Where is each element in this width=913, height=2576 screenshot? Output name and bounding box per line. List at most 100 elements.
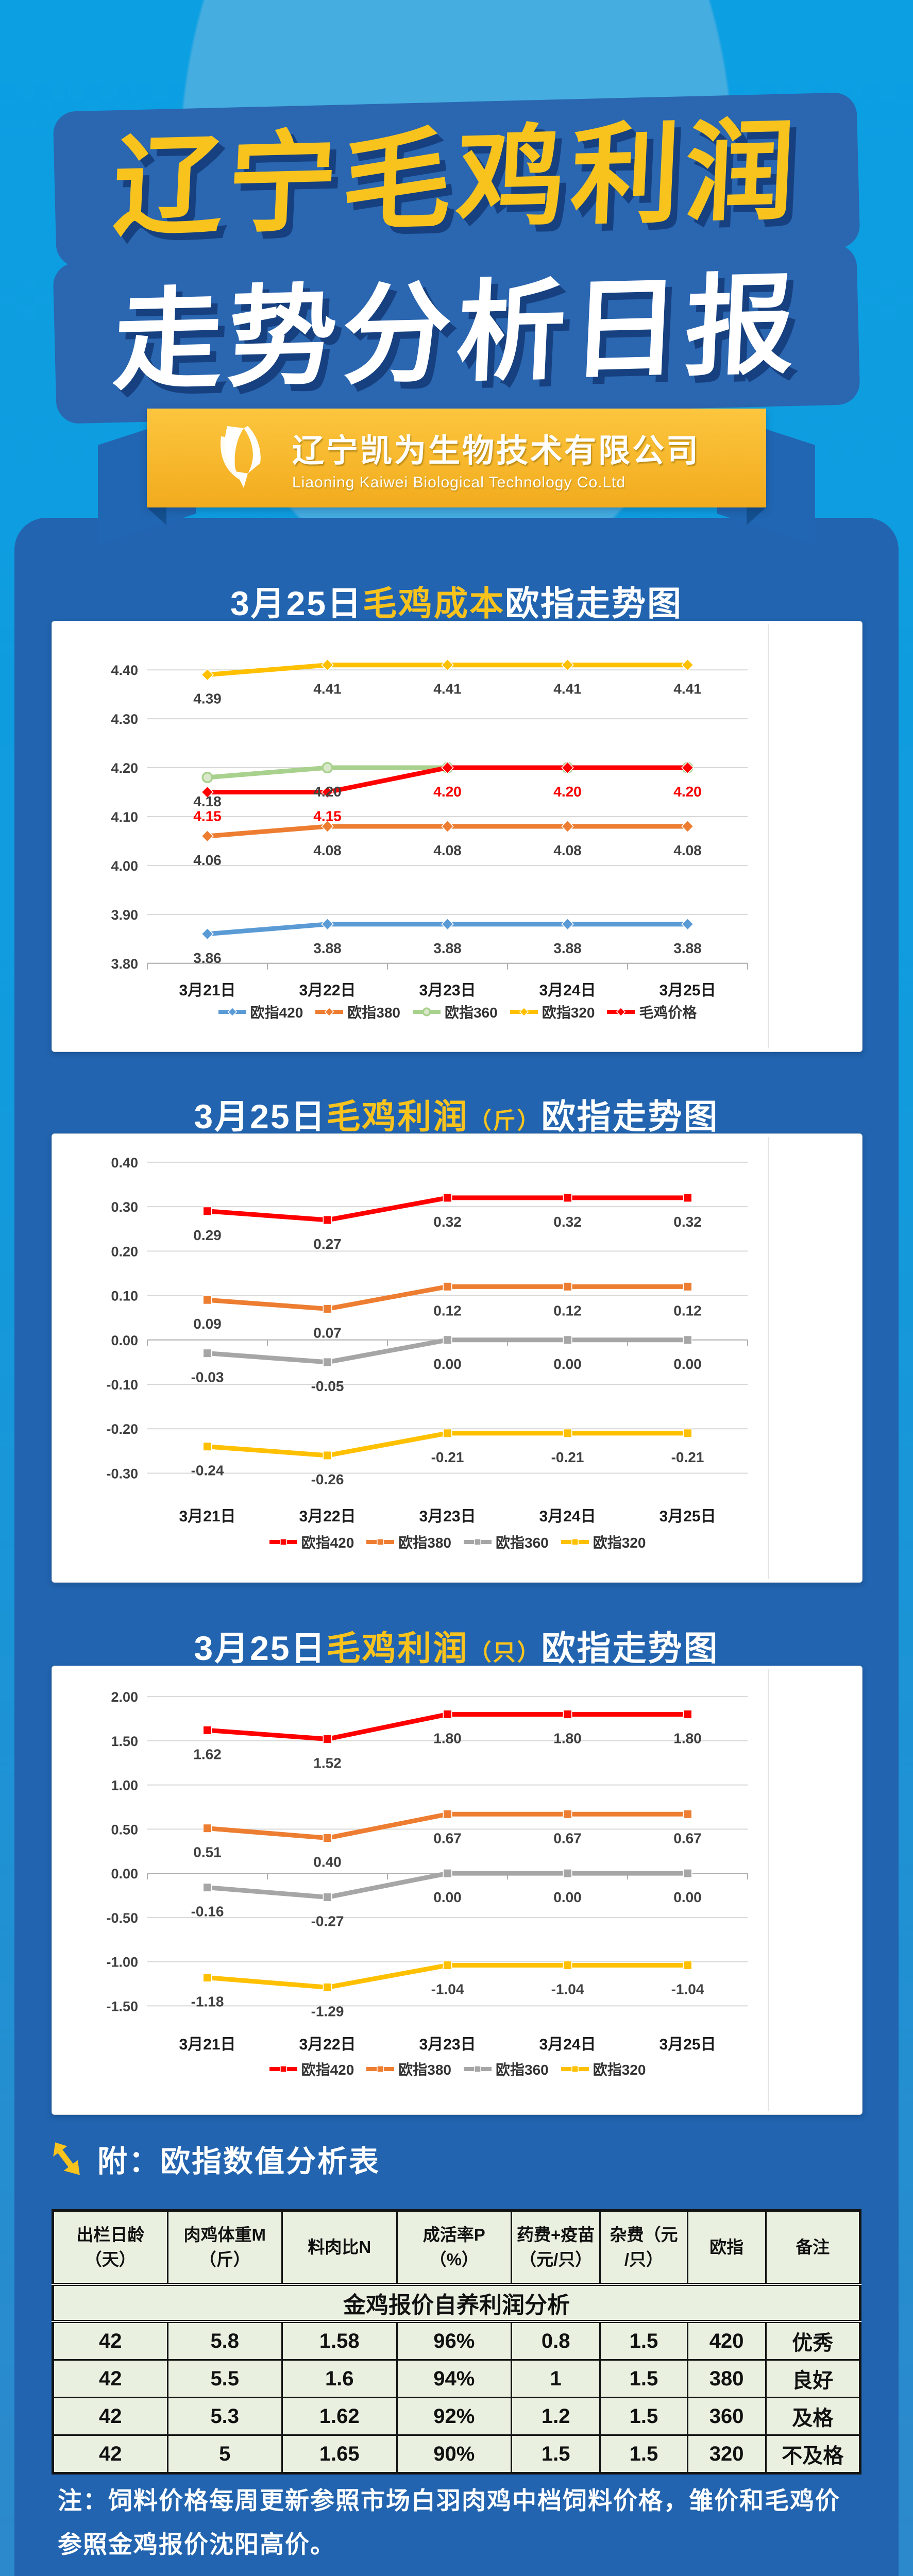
data-label: 1.62 <box>193 1746 222 1762</box>
data-label: 3.86 <box>193 950 222 966</box>
table-cell: 94% <box>396 2359 512 2398</box>
chart1-title-prefix: 3月25日 <box>230 584 363 622</box>
data-label: 0.32 <box>433 1214 462 1230</box>
x-axis-label: 3月25日 <box>659 2036 716 2053</box>
table-header-cell: 备注 <box>765 2210 861 2286</box>
legend-label: 欧指380 <box>398 1535 451 1551</box>
data-label: 0.29 <box>193 1227 222 1243</box>
table-header-cell: 杂费（元 /只） <box>599 2210 688 2286</box>
data-label: 0.12 <box>673 1302 702 1318</box>
profit-analysis-table: 金鸡报价自养利润分析 出栏日龄 （天） 肉鸡体重M （斤） 料肉比N 成活率P （%）… <box>52 2209 861 2475</box>
data-label: 0.32 <box>673 1214 702 1230</box>
svg-text:3.80: 3.80 <box>111 956 138 972</box>
x-axis-label: 3月25日 <box>659 982 716 999</box>
data-label: 3.88 <box>673 940 702 956</box>
table-row: 42 5.8 1.58 96% 0.8 1.5 420 优秀 <box>52 2320 861 2361</box>
data-label: 0.12 <box>433 1302 462 1318</box>
svg-text:-0.30: -0.30 <box>106 1466 138 1481</box>
data-label: 4.20 <box>673 784 702 800</box>
main-title-line1: 辽宁毛鸡利润 <box>53 92 860 268</box>
svg-text:-0.10: -0.10 <box>106 1377 138 1393</box>
chart1-title-suffix: 欧指走势图 <box>505 584 683 622</box>
x-axis-label: 3月22日 <box>299 1508 356 1525</box>
legend-item: 欧指380 <box>365 2059 451 2079</box>
legend-marker-icon <box>607 1007 635 1017</box>
legend-marker-icon <box>412 1007 441 1016</box>
data-label: 3.88 <box>553 940 582 956</box>
data-label: 4.20 <box>313 784 342 800</box>
legend-label: 欧指360 <box>496 1535 549 1551</box>
x-axis-label: 3月21日 <box>179 982 235 999</box>
legend-marker-icon <box>464 1538 492 1546</box>
table-cell: 42 <box>52 2359 168 2398</box>
chart3-plot: 2.00 1.50 1.00 0.50 0.00 -0.50 -1.00 -1.50 1.62 1… <box>106 1669 769 2111</box>
legend-item: 欧指420 <box>268 2059 354 2079</box>
table-cell: 良好 <box>765 2359 861 2398</box>
data-label: 4.39 <box>193 691 222 707</box>
data-label: 0.32 <box>553 1214 582 1230</box>
data-label: 0.40 <box>313 1854 342 1870</box>
chart2-title-suffix: 欧指走势图 <box>541 1097 719 1136</box>
data-label: 0.67 <box>433 1830 462 1846</box>
data-label: 0.07 <box>313 1325 342 1341</box>
data-label: -0.16 <box>191 1904 224 1920</box>
data-label: 0.00 <box>673 1889 702 1905</box>
svg-text:1.00: 1.00 <box>111 1778 138 1793</box>
legend-label: 欧指320 <box>593 2062 646 2078</box>
company-name-cn: 辽宁凯为生物技术有限公司 <box>292 433 700 469</box>
svg-text:0.00: 0.00 <box>111 1333 138 1348</box>
data-label: -1.18 <box>191 1994 224 2010</box>
data-label: -0.21 <box>671 1449 704 1465</box>
svg-text:0.20: 0.20 <box>111 1244 138 1259</box>
table-cell: 1.65 <box>281 2434 398 2474</box>
table-row: 42 5.5 1.6 94% 1 1.5 380 良好 <box>52 2359 861 2398</box>
kaiwei-wing-logo <box>221 426 261 488</box>
data-label: -0.26 <box>311 1471 344 1487</box>
table-cell: 1.5 <box>599 2359 688 2398</box>
x-axis-label: 3月21日 <box>179 2036 235 2053</box>
data-label: 0.27 <box>313 1236 342 1252</box>
chart3-title-highlight: 毛鸡利润 <box>326 1629 469 1667</box>
data-label: 0.00 <box>553 1356 582 1372</box>
main-title-line2: 走势分析日报 <box>53 243 860 425</box>
data-label: 4.08 <box>673 842 702 858</box>
legend-label: 欧指320 <box>593 1535 646 1551</box>
table-cell: 5 <box>166 2434 283 2474</box>
svg-text:4.40: 4.40 <box>111 663 138 678</box>
table-cell: 90% <box>396 2434 512 2474</box>
company-name-block: 辽宁凯为生物技术有限公司 Liaoning Kaiwei Biological … <box>292 425 700 492</box>
ribbon-fold-left <box>147 507 166 525</box>
data-label: -0.27 <box>311 1913 344 1929</box>
data-label: 3.88 <box>313 940 342 956</box>
chart2-legend: 欧指420 欧指380 欧指360 欧指320 <box>52 1532 862 1552</box>
legend-marker-icon <box>315 1007 344 1017</box>
svg-text:-1.50: -1.50 <box>106 1998 138 2014</box>
table-cell: 1.58 <box>281 2320 398 2361</box>
data-label: -0.03 <box>191 1369 224 1385</box>
svg-text:0.50: 0.50 <box>111 1822 138 1837</box>
svg-text:0.10: 0.10 <box>111 1289 138 1304</box>
chart2-title-highlight: 毛鸡利润 <box>326 1097 469 1136</box>
table-cell: 0.8 <box>510 2320 601 2361</box>
legend-item: 欧指320 <box>560 2059 646 2079</box>
legend-marker-icon <box>510 1007 538 1017</box>
table-cell: 42 <box>52 2397 168 2436</box>
data-label: 0.00 <box>553 1889 582 1905</box>
data-label: 0.00 <box>433 1356 462 1372</box>
data-label: -1.04 <box>431 1981 464 1997</box>
data-label: 0.67 <box>673 1830 702 1846</box>
table-row: 42 5.3 1.62 92% 1.2 1.5 360 及格 <box>52 2397 861 2436</box>
table-cell: 42 <box>52 2320 168 2361</box>
data-label: 1.80 <box>433 1730 462 1746</box>
legend-item: 欧指320 <box>509 1002 595 1022</box>
x-axis-label: 3月23日 <box>419 2036 476 2053</box>
footnote: 注：饲料价格每周更新参照市场白羽肉鸡中档饲料价格，雏价和毛鸡价参照金鸡报价沈阳高… <box>58 2487 840 2558</box>
svg-text:-0.50: -0.50 <box>106 1910 138 1926</box>
svg-text:0.40: 0.40 <box>111 1155 138 1171</box>
table-title: 金鸡报价自养利润分析 <box>52 2283 861 2323</box>
legend-item: 欧指360 <box>412 1002 498 1022</box>
legend-item: 毛鸡价格 <box>606 1002 697 1022</box>
company-name-en: Liaoning Kaiwei Biological Technology Co… <box>292 474 626 491</box>
legend-item: 欧指320 <box>560 1532 646 1552</box>
